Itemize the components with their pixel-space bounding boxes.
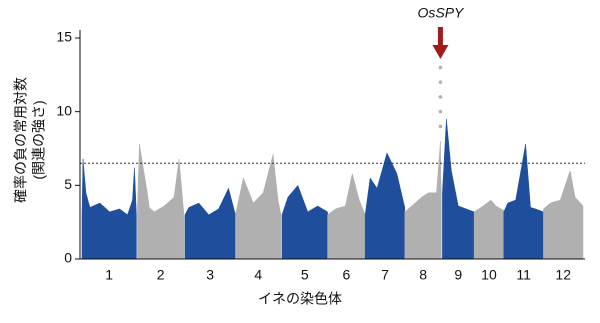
x-tick-label: 8 <box>419 267 427 283</box>
x-tick-label: 5 <box>301 267 309 283</box>
snp-point <box>438 109 443 114</box>
y-tick-label: 15 <box>56 29 72 45</box>
y-axis-label: (関連の強さ) <box>31 100 47 179</box>
y-tick-label: 10 <box>56 102 72 118</box>
x-axis-label: イネの染色体 <box>258 291 342 307</box>
chromosome-signal <box>364 152 406 260</box>
snp-point <box>438 124 443 129</box>
x-tick-label: 2 <box>157 267 165 283</box>
x-tick-label: 1 <box>105 267 113 283</box>
annotation-arrow-head <box>432 45 449 59</box>
chromosome-signal <box>503 144 544 260</box>
annotation-arrow-shaft <box>437 27 443 47</box>
x-tick-label: 11 <box>516 267 531 283</box>
x-tick-label: 9 <box>454 267 462 283</box>
x-tick-label: 4 <box>254 267 262 283</box>
chromosome-signal <box>404 141 442 260</box>
x-tick-label: 12 <box>555 267 571 283</box>
y-axis-label: 確率の負の常用対数 <box>13 77 29 203</box>
chromosome-signal <box>327 173 366 260</box>
chromosome-signal <box>81 158 137 260</box>
x-tick-label: 6 <box>342 267 350 283</box>
snp-point <box>438 80 443 84</box>
chromosome-signal <box>442 119 475 260</box>
chromosome-signal <box>235 154 282 260</box>
chromosome-signal <box>473 199 505 260</box>
annotation-label: OsSPY <box>417 5 465 21</box>
x-tick-label: 10 <box>481 267 497 283</box>
snp-point <box>438 95 443 99</box>
x-tick-label: 3 <box>206 267 214 283</box>
snp-point <box>438 65 443 70</box>
y-tick-label: 5 <box>64 176 72 192</box>
chromosome-signal <box>543 169 584 260</box>
chromosome-signal <box>184 187 236 260</box>
chromosome-signal <box>281 184 328 260</box>
chromosome-signal <box>137 144 185 260</box>
x-tick-label: 7 <box>381 267 389 283</box>
y-tick-label: 0 <box>64 250 72 266</box>
